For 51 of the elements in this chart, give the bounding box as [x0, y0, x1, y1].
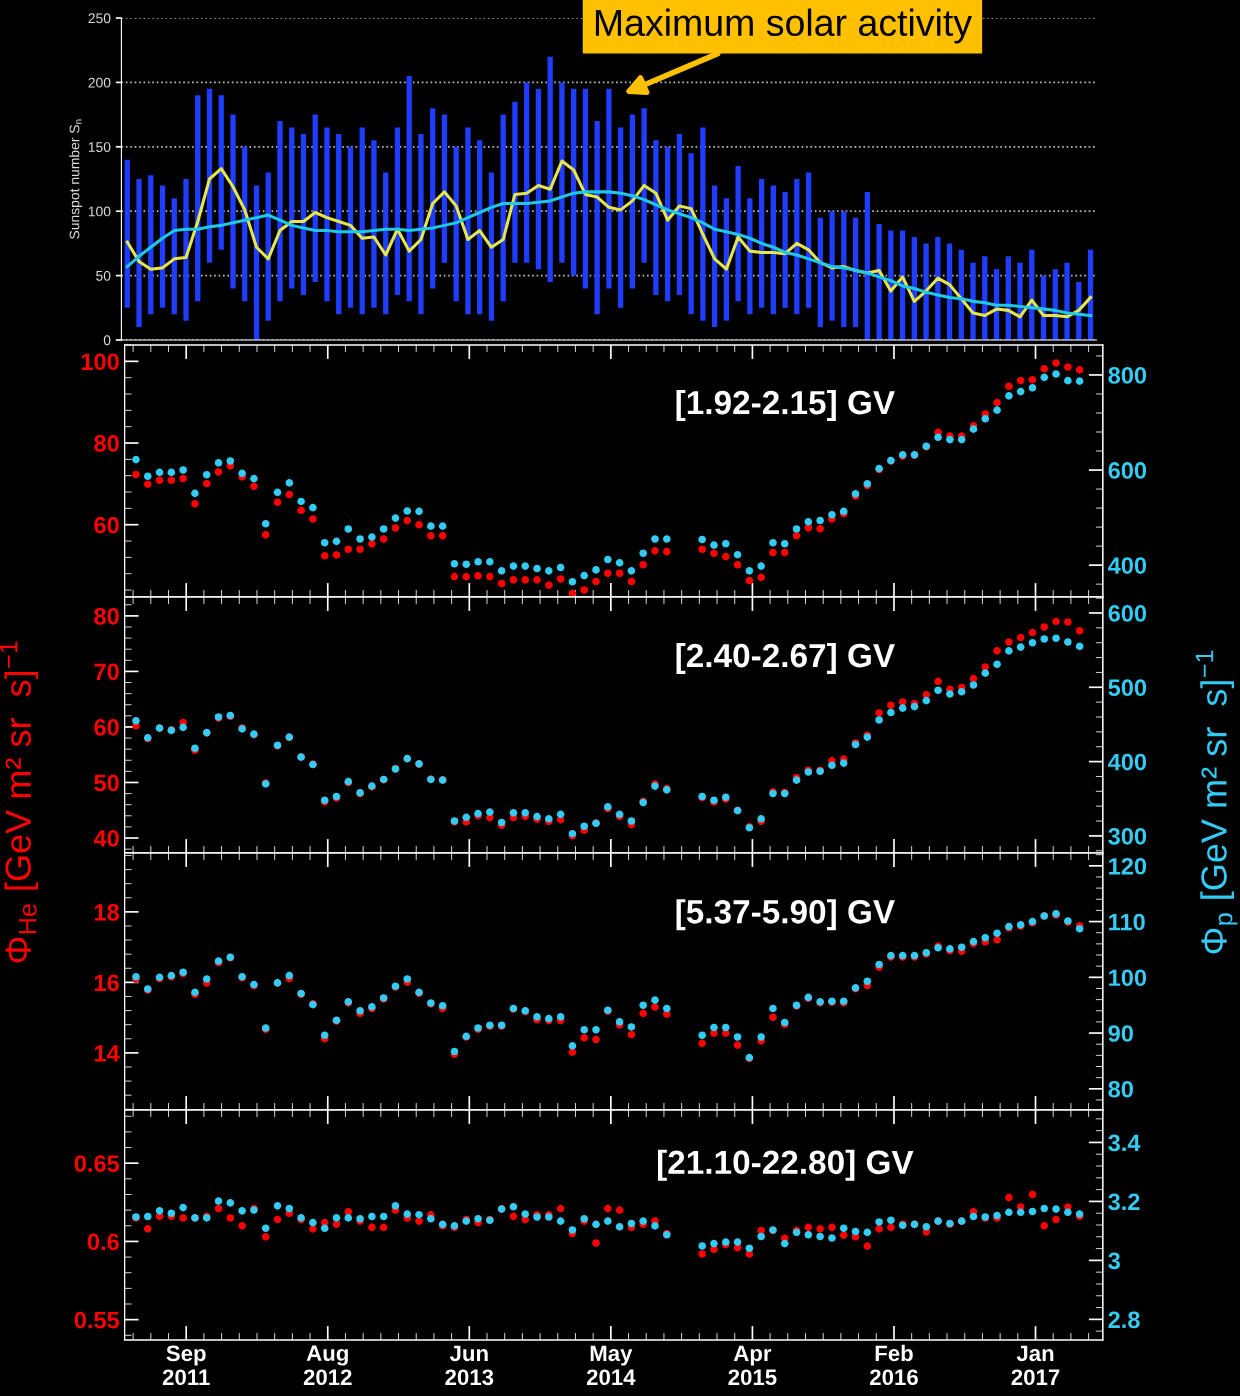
y-tick-label: 0	[103, 335, 111, 346]
y2-tick-label: 110	[1109, 913, 1145, 931]
y2-tick-label: 120	[1109, 857, 1147, 875]
y-axis-title: Sunspot number S$_{n}$	[69, 119, 83, 239]
y2-tick-label: 800	[1108, 367, 1147, 384]
y2-tick-label: 400	[1108, 753, 1147, 771]
annotation: [21.10-22.80] GV	[657, 1149, 914, 1181]
y-tick-label: 150	[88, 142, 111, 152]
annotation: [1.92-2.15] GV	[676, 389, 895, 422]
x-tick-label: Jun 2013	[445, 1345, 494, 1386]
y2-tick-label: 400	[1108, 557, 1147, 574]
y-tick-label: 40	[93, 830, 119, 847]
y-tick-label: 18	[94, 903, 120, 921]
y-tick-label: 100	[88, 206, 111, 217]
y-tick-label: 0.55	[74, 1311, 120, 1329]
y-tick-label: 80	[94, 607, 119, 625]
y2-axis-title: Φ$_{p}$ [GeV m² sr s]$^{−1}$	[1195, 650, 1238, 954]
y-tick-label: 80	[94, 435, 119, 452]
y-tick-label: 14	[94, 1045, 120, 1062]
y-tick-label: 100	[81, 353, 119, 371]
y-tick-label: 16	[94, 974, 119, 992]
y-tick-label: 0.6	[87, 1233, 119, 1251]
y-tick-label: 250	[88, 13, 111, 24]
y2-tick-label: 3.4	[1108, 1134, 1141, 1152]
y2-tick-label: 80	[1108, 1080, 1133, 1098]
y2-tick-label: 2.8	[1108, 1311, 1140, 1329]
annotation: [5.37-5.90] GV	[676, 899, 895, 931]
y-axis-title: Φ$_{He}$ [GeV m² sr s]$^{−1}$	[0, 641, 39, 963]
y2-tick-label: 500	[1108, 679, 1147, 697]
y2-tick-label: 90	[1108, 1025, 1133, 1042]
y2-tick-label: 600	[1108, 462, 1147, 479]
y2-tick-label: 3	[1108, 1252, 1120, 1270]
x-tick-label: Sep 2011	[162, 1345, 210, 1386]
x-tick-label: Apr 2015	[728, 1345, 777, 1386]
y-tick-label: 70	[94, 663, 119, 681]
annotation: Maximum solar activity	[595, 8, 972, 44]
x-tick-label: May 2014	[586, 1345, 636, 1386]
y-tick-label: 50	[94, 774, 119, 792]
y2-tick-label: 300	[1108, 827, 1147, 845]
y2-tick-label: 3.2	[1108, 1193, 1140, 1211]
y-tick-label: 0.65	[74, 1155, 120, 1172]
y-tick-label: 200	[88, 77, 111, 88]
x-tick-label: Jan 2017	[1011, 1345, 1060, 1386]
y-tick-label: 50	[96, 270, 111, 281]
y2-tick-label: 100	[1109, 969, 1147, 987]
y-tick-label: 60	[94, 516, 119, 534]
y-tick-label: 60	[94, 719, 119, 736]
annotation: [2.40-2.67] GV	[676, 642, 895, 674]
y2-tick-label: 600	[1108, 605, 1147, 622]
x-tick-label: Feb 2016	[870, 1344, 918, 1386]
x-tick-label: Aug 2012	[303, 1345, 352, 1386]
